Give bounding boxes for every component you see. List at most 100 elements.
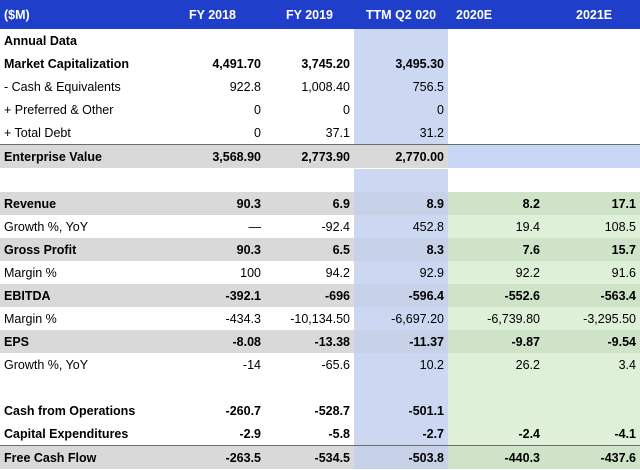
cell[interactable]: 3.4 (544, 353, 640, 376)
cell[interactable]: 3,745.20 (301, 56, 350, 71)
cell[interactable]: -11.37 (354, 330, 448, 353)
cell[interactable] (448, 121, 544, 145)
cell[interactable]: -260.7 (225, 403, 261, 418)
cell[interactable]: 90.3 (160, 192, 265, 215)
cell[interactable] (448, 29, 544, 52)
row-label[interactable]: Capital Expenditures (0, 422, 160, 446)
cell[interactable]: 3,495.30 (354, 52, 448, 75)
cell[interactable] (448, 98, 544, 121)
cell[interactable]: 8.3 (354, 238, 448, 261)
cell[interactable]: 0 (354, 98, 448, 121)
row-label[interactable]: Growth %, YoY (4, 357, 89, 372)
header-units[interactable]: ($M) (0, 0, 160, 29)
cell[interactable]: -534.5 (265, 445, 354, 469)
header-2020e[interactable]: 2020E (448, 0, 544, 29)
cell[interactable]: 92.9 (354, 261, 448, 284)
cell[interactable]: 92.2 (448, 261, 544, 284)
cell[interactable]: -92.4 (321, 219, 351, 234)
cell[interactable]: 108.5 (544, 215, 640, 238)
cell[interactable]: -440.3 (448, 445, 544, 469)
cell[interactable]: -13.38 (265, 330, 354, 353)
cell[interactable] (160, 29, 265, 52)
cell[interactable]: -14 (242, 357, 261, 372)
cell[interactable] (448, 399, 544, 422)
cell[interactable]: -65.6 (321, 357, 351, 372)
cell[interactable]: 8.9 (354, 192, 448, 215)
row-label[interactable]: Gross Profit (0, 238, 160, 261)
cell[interactable]: -4.1 (544, 422, 640, 446)
header-fy2019[interactable]: FY 2019 (265, 0, 354, 29)
cell[interactable]: -9.54 (544, 330, 640, 353)
cell[interactable]: 94.2 (325, 265, 350, 280)
cell[interactable]: 6.9 (265, 192, 354, 215)
row-label[interactable]: Annual Data (4, 33, 77, 48)
cell[interactable] (544, 75, 640, 98)
cell[interactable]: -6,697.20 (354, 307, 448, 330)
cell[interactable] (265, 29, 354, 52)
header-ttm[interactable]: TTM Q2 020 (354, 0, 448, 29)
cell[interactable]: -696 (265, 284, 354, 307)
cell[interactable]: -501.1 (354, 399, 448, 422)
row-label[interactable]: + Total Debt (4, 125, 71, 140)
cell[interactable] (544, 399, 640, 422)
cell[interactable] (448, 52, 544, 75)
cell[interactable]: -2.4 (448, 422, 544, 446)
cell[interactable]: 100 (240, 265, 261, 280)
row-label[interactable]: EBITDA (0, 284, 160, 307)
cell[interactable]: 0 (254, 102, 261, 117)
cell[interactable]: 7.6 (448, 238, 544, 261)
row-label[interactable]: Free Cash Flow (0, 445, 160, 469)
row-label[interactable]: Margin % (4, 311, 57, 326)
cell[interactable]: -434.3 (225, 311, 261, 326)
cell[interactable] (448, 75, 544, 98)
cell[interactable]: 15.7 (544, 238, 640, 261)
cell[interactable]: 10.2 (354, 353, 448, 376)
cell[interactable]: -563.4 (544, 284, 640, 307)
row-label[interactable]: Market Capitalization (4, 56, 130, 71)
cell[interactable]: -263.5 (160, 445, 265, 469)
cell[interactable]: -2.7 (354, 422, 448, 446)
cell[interactable]: -437.6 (544, 445, 640, 469)
cell[interactable]: 31.2 (354, 121, 448, 145)
cell[interactable] (544, 98, 640, 121)
cell[interactable]: -9.87 (448, 330, 544, 353)
row-label[interactable]: Cash from Operations (4, 403, 136, 418)
cell[interactable]: 6.5 (265, 238, 354, 261)
cell[interactable]: -528.7 (314, 403, 350, 418)
header-fy2018[interactable]: FY 2018 (160, 0, 265, 29)
cell[interactable]: 17.1 (544, 192, 640, 215)
cell[interactable]: 19.4 (448, 215, 544, 238)
row-label[interactable]: EPS (0, 330, 160, 353)
row-label[interactable]: Growth %, YoY (4, 219, 89, 234)
cell[interactable]: 452.8 (354, 215, 448, 238)
cell[interactable]: -2.9 (160, 422, 265, 446)
cell[interactable]: 0 (343, 102, 350, 117)
cell[interactable]: 1,008.40 (301, 79, 350, 94)
cell[interactable]: 0 (254, 125, 261, 140)
row-label[interactable]: Revenue (0, 192, 160, 215)
cell[interactable]: 756.5 (354, 75, 448, 98)
cell[interactable]: -10,134.50 (290, 311, 350, 326)
cell[interactable]: 2,770.00 (354, 144, 448, 169)
row-label[interactable]: Enterprise Value (0, 144, 160, 169)
cell[interactable]: -503.8 (354, 445, 448, 469)
row-label[interactable]: + Preferred & Other (4, 102, 114, 117)
header-2021e[interactable]: 2021E (544, 0, 640, 29)
cell[interactable]: 922.8 (229, 79, 261, 94)
cell[interactable]: -3,295.50 (544, 307, 640, 330)
cell[interactable]: -5.8 (265, 422, 354, 446)
cell[interactable]: 91.6 (544, 261, 640, 284)
cell[interactable] (354, 29, 448, 52)
cell[interactable]: 8.2 (448, 192, 544, 215)
cell[interactable]: 2,773.90 (265, 144, 354, 169)
cell[interactable] (544, 144, 640, 169)
cell[interactable]: -596.4 (354, 284, 448, 307)
cell[interactable]: — (248, 219, 262, 234)
cell[interactable]: 90.3 (160, 238, 265, 261)
cell[interactable]: 37.1 (325, 125, 350, 140)
cell[interactable]: -6,739.80 (448, 307, 544, 330)
cell[interactable] (544, 29, 640, 52)
cell[interactable] (544, 121, 640, 145)
cell[interactable]: -392.1 (160, 284, 265, 307)
cell[interactable]: -552.6 (448, 284, 544, 307)
